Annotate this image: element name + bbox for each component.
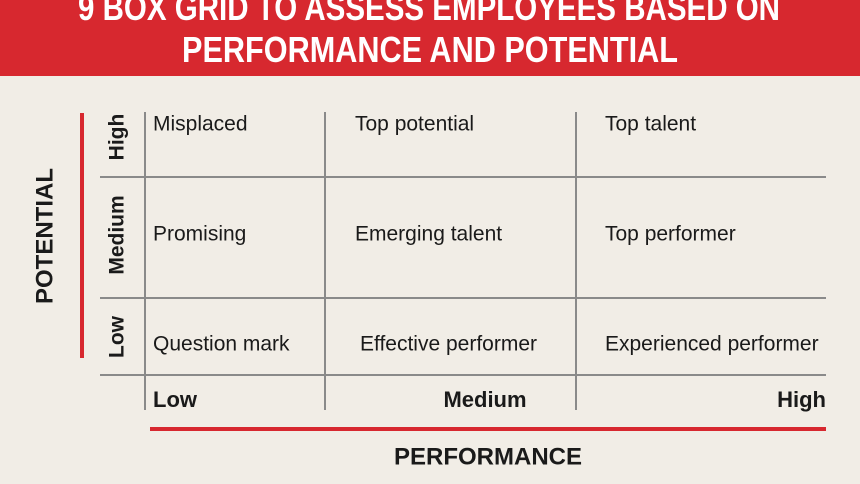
cell-label: Top potential: [355, 113, 474, 136]
x-axis-label: PERFORMANCE: [394, 443, 582, 470]
column-label: Low: [153, 387, 198, 412]
cell-label: Effective performer: [360, 333, 537, 356]
cell-label: Experienced performer: [605, 333, 819, 356]
cell-label: Question mark: [153, 333, 290, 356]
cell-label: Misplaced: [153, 113, 248, 136]
title-line: 9 BOX GRID TO ASSESS EMPLOYEES BASED ON: [78, 0, 780, 28]
row-label: High: [106, 114, 129, 161]
column-label: High: [777, 387, 826, 412]
cell-label: Top talent: [605, 113, 696, 136]
cell-label: Emerging talent: [355, 223, 502, 246]
title-banner: [0, 0, 860, 76]
row-label: Medium: [106, 195, 129, 274]
title-line: PERFORMANCE AND POTENTIAL: [182, 29, 678, 70]
cell-label: Top performer: [605, 223, 736, 246]
row-label: Low: [106, 315, 129, 358]
y-axis-label: POTENTIAL: [31, 168, 58, 304]
cell-label: Promising: [153, 223, 246, 246]
column-label: Medium: [443, 387, 526, 412]
